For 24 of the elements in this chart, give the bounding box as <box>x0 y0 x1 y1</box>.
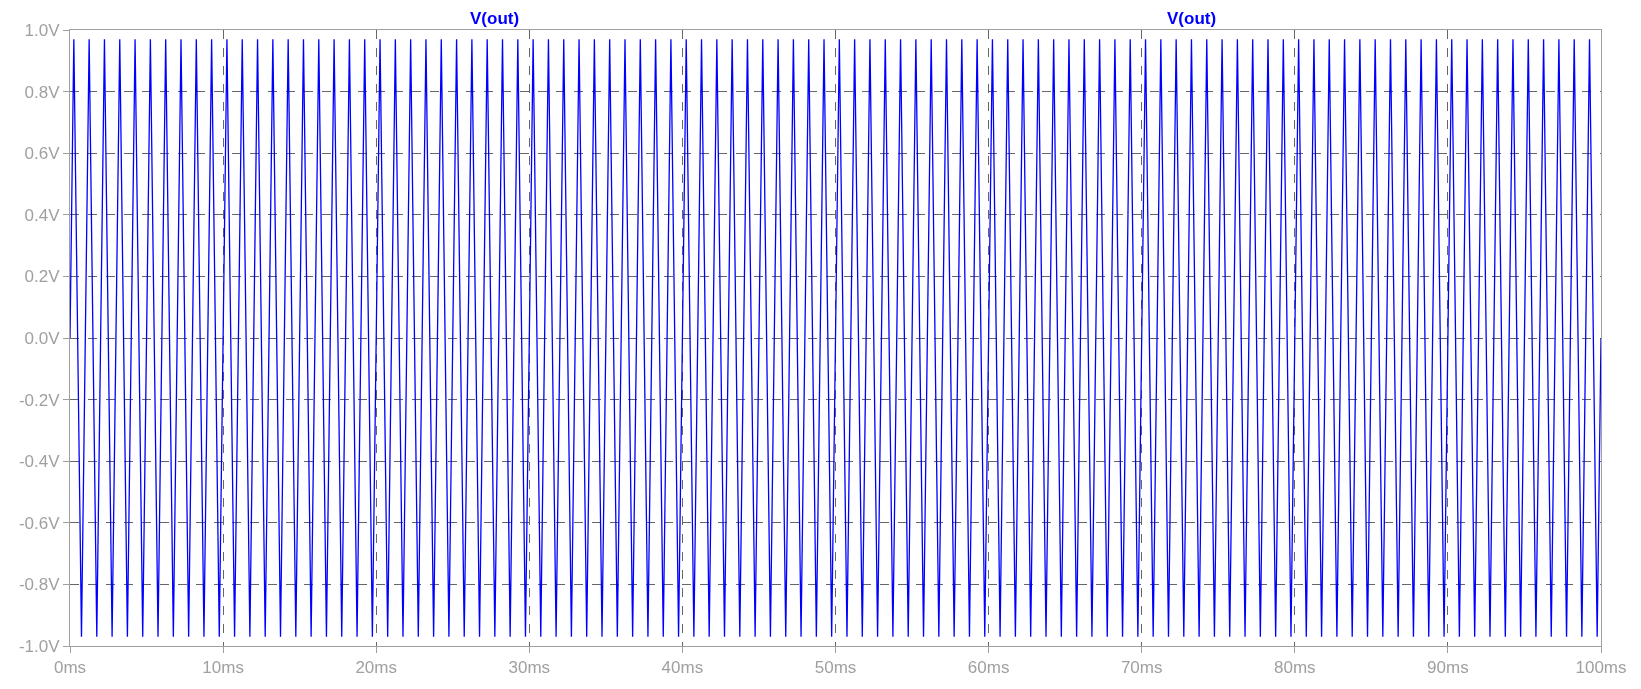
text: V(out) <box>1167 9 1217 28</box>
text: V(out) <box>470 9 520 28</box>
y-tick-label: -0.6V <box>18 513 61 533</box>
x-tick-label: 30ms <box>508 658 551 678</box>
y-tick-label: 0.6V <box>24 144 61 164</box>
x-tick-label: 20ms <box>355 658 397 678</box>
x-tick-label: 40ms <box>661 658 704 678</box>
x-tick-label: 70ms <box>1120 658 1163 678</box>
x-tick-label: 80ms <box>1274 658 1316 678</box>
y-tick-label: -1.0V <box>18 636 61 656</box>
y-tick-label: 0.4V <box>24 205 61 225</box>
y-tick-label: 0.0V <box>24 328 61 348</box>
y-tick-label: -0.2V <box>18 390 61 410</box>
y-tick-label: 0.8V <box>24 82 61 102</box>
y-tick-label: -0.4V <box>18 452 61 472</box>
x-tick-label: 10ms <box>202 658 244 678</box>
x-tick-label: 60ms <box>967 658 1010 678</box>
y-tick-label: -0.8V <box>18 575 61 595</box>
y-tick-label: 1.0V <box>24 20 61 40</box>
x-tick-label: 0ms <box>53 658 87 678</box>
x-tick-label: 100ms <box>1575 658 1627 678</box>
y-tick-label: 0.2V <box>24 267 61 287</box>
x-tick-label: 90ms <box>1427 658 1469 678</box>
x-tick-label: 50ms <box>814 658 857 678</box>
